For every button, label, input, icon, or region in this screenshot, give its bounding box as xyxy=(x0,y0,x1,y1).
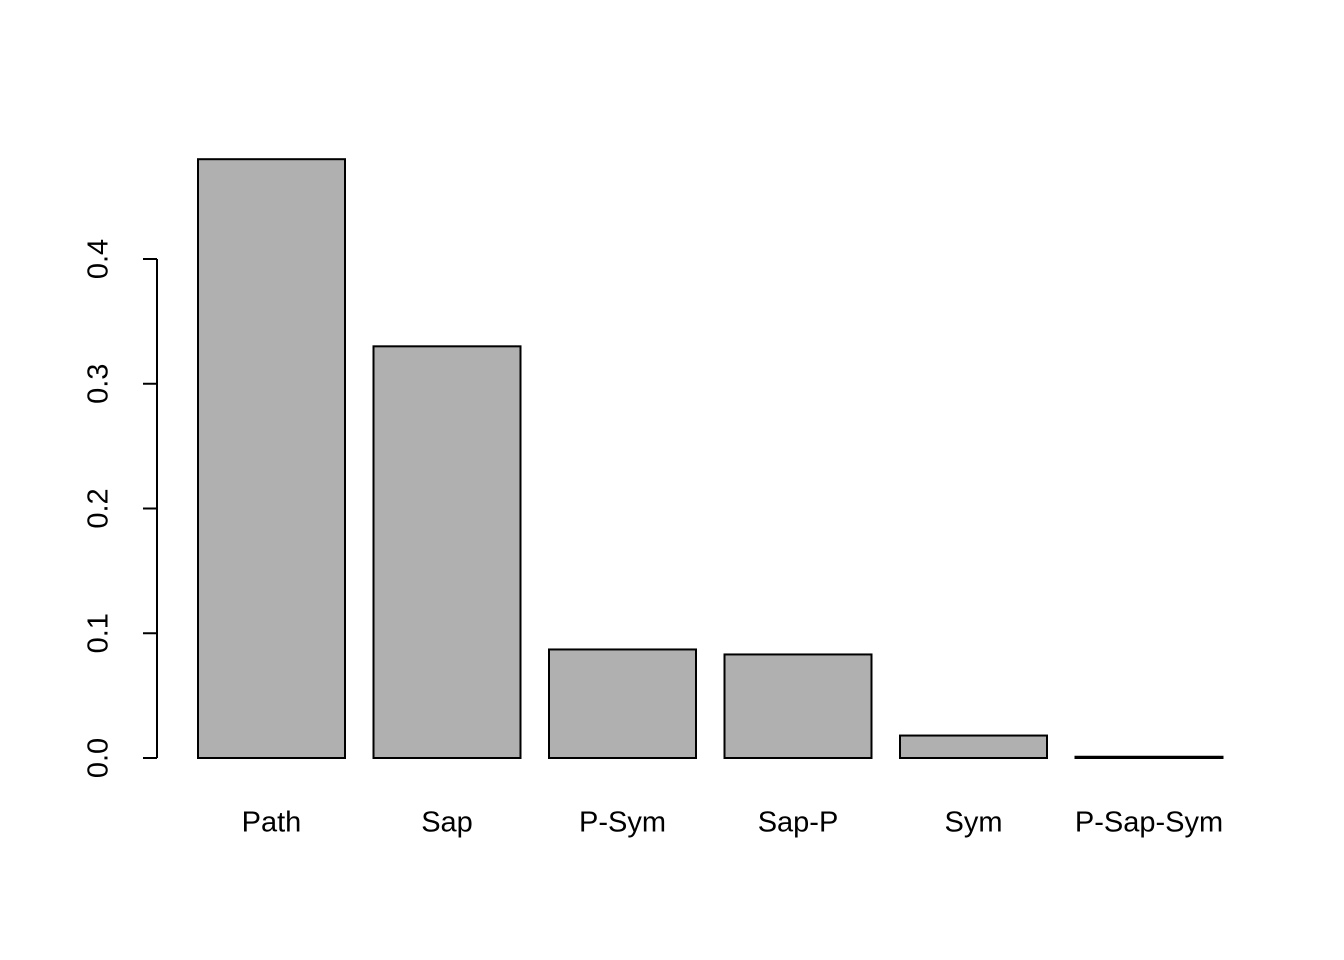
x-tick-label: Sap xyxy=(421,807,473,839)
y-tick-label: 0.1 xyxy=(83,613,115,653)
x-tick-label: Sym xyxy=(945,807,1003,839)
bar xyxy=(197,158,346,759)
bar xyxy=(723,653,873,760)
x-tick-label: Path xyxy=(242,807,302,839)
y-tick-label: 0.0 xyxy=(83,738,115,778)
bar xyxy=(1074,755,1224,760)
y-tick-label: 0.3 xyxy=(83,364,115,404)
x-tick-label: Sap-P xyxy=(758,807,839,839)
y-tick-label: 0.4 xyxy=(83,239,115,279)
x-tick-label: P-Sap-Sym xyxy=(1075,807,1223,839)
bar xyxy=(372,345,522,759)
y-tick-label: 0.2 xyxy=(83,488,115,528)
x-tick-label: P-Sym xyxy=(579,807,666,839)
bar xyxy=(899,734,1048,759)
bar xyxy=(548,648,697,760)
